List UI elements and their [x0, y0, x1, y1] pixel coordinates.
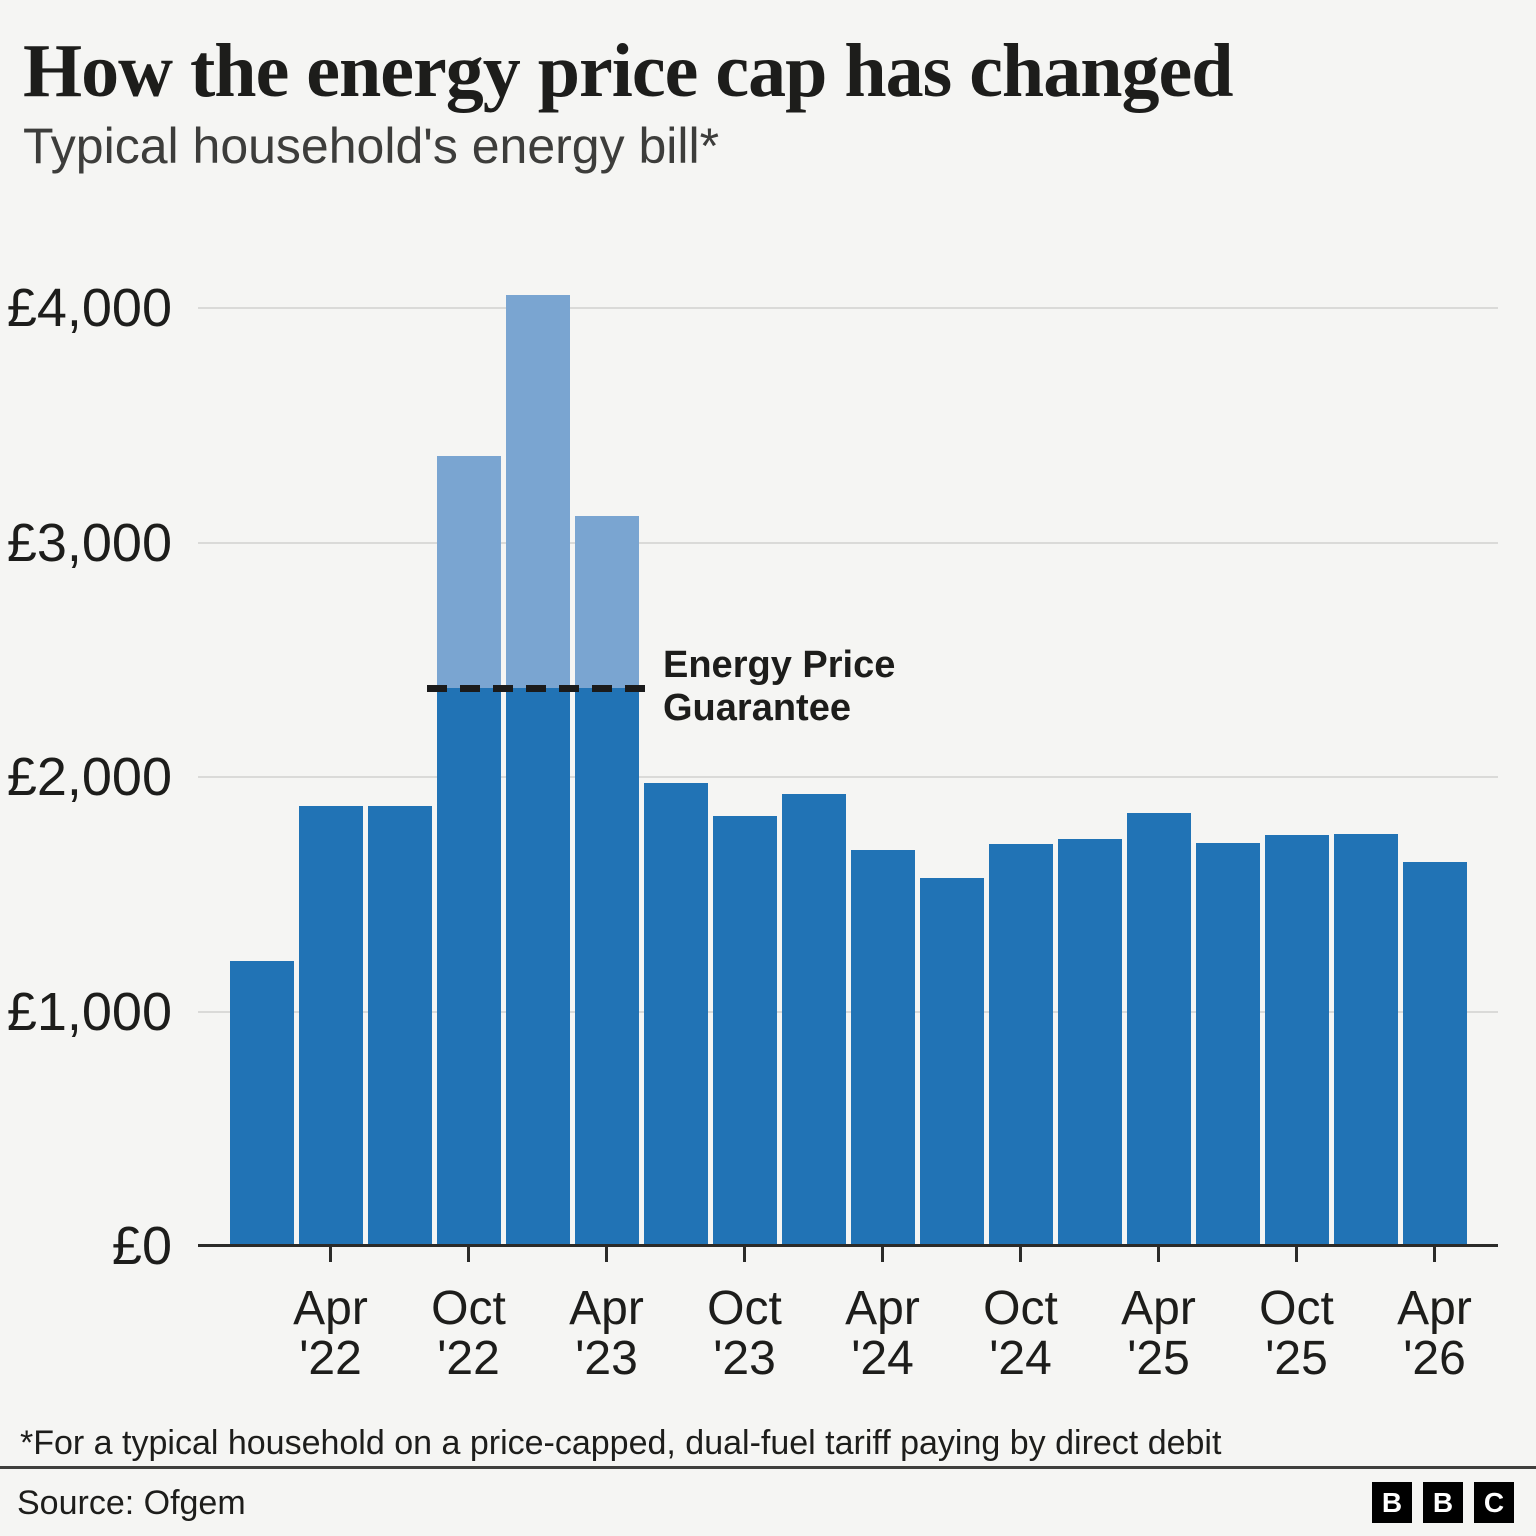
bar — [436, 688, 501, 1246]
x-tick-label: Oct '23 — [707, 1282, 782, 1385]
bar — [574, 688, 639, 1246]
x-tick-label: Oct '25 — [1259, 1282, 1334, 1385]
bar — [850, 849, 915, 1246]
gridline-1000 — [198, 1010, 1498, 1013]
x-tick-label: Oct '22 — [431, 1282, 506, 1385]
x-tick — [467, 1247, 470, 1262]
chart-title: How the energy price cap has changed — [23, 29, 1233, 113]
bar — [367, 806, 432, 1246]
x-tick — [1295, 1247, 1298, 1262]
epg-annotation-line1: Energy Price — [663, 644, 896, 686]
bar — [298, 806, 363, 1246]
bbc-logo-block: B — [1423, 1482, 1463, 1523]
x-tick — [881, 1247, 884, 1262]
bar — [1264, 834, 1329, 1246]
x-tick — [329, 1247, 332, 1262]
x-tick-label: Apr '25 — [1121, 1282, 1196, 1385]
gridline-4000 — [198, 307, 1498, 310]
x-tick-label: Apr '23 — [569, 1282, 644, 1385]
bar — [643, 782, 708, 1246]
bbc-logo-block: C — [1474, 1482, 1514, 1523]
x-tick — [1433, 1247, 1436, 1262]
x-axis-line — [198, 1244, 1498, 1247]
y-tick-label: £2,000 — [6, 747, 172, 808]
bar — [505, 688, 570, 1246]
bar — [712, 816, 777, 1246]
bar-epg-excess — [436, 455, 501, 689]
bar — [229, 960, 294, 1246]
y-tick-label: £3,000 — [6, 512, 172, 573]
x-tick — [1157, 1247, 1160, 1262]
bar — [919, 878, 984, 1246]
bar — [781, 794, 846, 1246]
bar — [1402, 861, 1467, 1246]
chart-subtitle: Typical household's energy bill* — [23, 118, 720, 174]
x-tick — [1019, 1247, 1022, 1262]
y-tick-label: £1,000 — [6, 981, 172, 1042]
gridline-2000 — [198, 776, 1498, 779]
x-tick-label: Apr '22 — [293, 1282, 368, 1385]
y-tick-label: £4,000 — [6, 278, 172, 339]
bar — [1195, 842, 1260, 1246]
x-tick-label: Apr '24 — [845, 1282, 920, 1385]
x-tick — [605, 1247, 608, 1262]
footer-divider — [0, 1466, 1536, 1469]
x-tick-label: Apr '26 — [1397, 1282, 1472, 1385]
bar-epg-excess — [505, 294, 570, 689]
bbc-logo-block: B — [1372, 1482, 1412, 1523]
epg-annotation: Energy Price Guarantee — [663, 644, 895, 730]
gridline-3000 — [198, 541, 1498, 544]
source-label: Source: Ofgem — [17, 1484, 246, 1522]
epg-dashed-line — [427, 684, 645, 692]
bar — [1057, 838, 1122, 1246]
bar — [988, 843, 1053, 1246]
bar — [1126, 812, 1191, 1246]
epg-annotation-line2: Guarantee — [663, 687, 851, 729]
bar — [1333, 833, 1398, 1246]
x-tick — [743, 1247, 746, 1262]
bar-epg-excess — [574, 515, 639, 689]
x-tick-label: Oct '24 — [983, 1282, 1058, 1385]
footnote: *For a typical household on a price-capp… — [20, 1424, 1222, 1462]
y-tick-label: £0 — [111, 1216, 172, 1276]
